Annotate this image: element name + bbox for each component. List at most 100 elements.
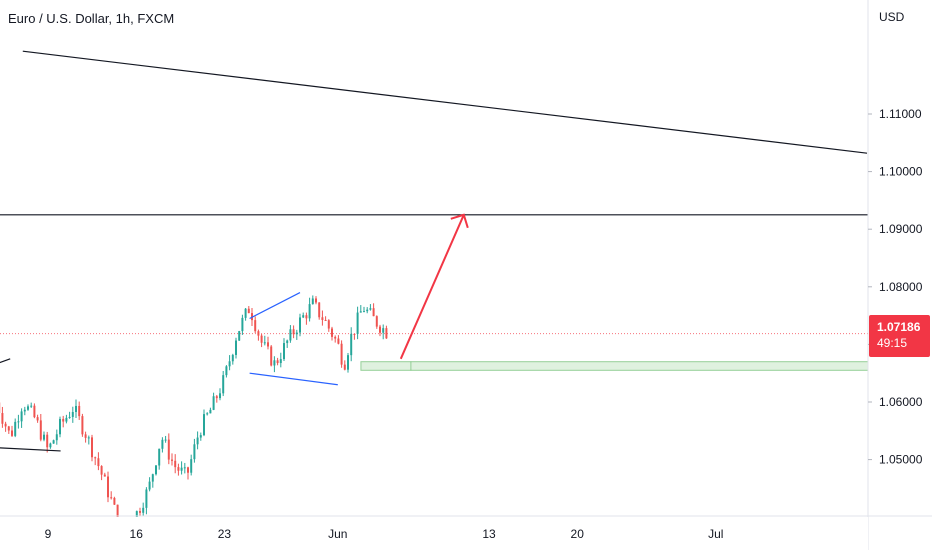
y-tick-label: 1.08000 — [879, 280, 923, 294]
candle — [91, 434, 93, 462]
candle-body — [379, 326, 381, 333]
candle — [94, 456, 97, 466]
candle — [164, 435, 167, 443]
candle — [315, 296, 317, 305]
wedge-lower-line — [249, 372, 338, 386]
candle-body — [375, 316, 378, 327]
candle — [110, 491, 113, 500]
candle — [321, 310, 324, 326]
candle — [36, 414, 39, 423]
candle — [27, 404, 29, 411]
candle-body — [315, 298, 317, 303]
candle-body — [238, 331, 241, 341]
candle — [283, 338, 285, 361]
candle — [279, 352, 282, 368]
candle — [7, 425, 10, 434]
candle — [260, 334, 263, 348]
candle-body — [225, 366, 228, 376]
candle-body — [75, 405, 77, 413]
candle — [155, 465, 157, 476]
candle-body — [62, 418, 65, 422]
candle — [145, 487, 148, 515]
candle-body — [206, 413, 209, 415]
candle-body — [382, 328, 385, 333]
candle — [107, 471, 109, 503]
y-tick-label: 1.10000 — [879, 165, 923, 179]
candle — [43, 431, 45, 442]
candle-body — [46, 434, 49, 448]
candle — [151, 473, 154, 488]
candle-body — [139, 511, 141, 513]
candle-body — [97, 458, 100, 467]
candle — [203, 409, 205, 437]
candle-body — [1, 413, 4, 424]
candle-body — [244, 308, 247, 318]
candle-body — [203, 414, 205, 436]
candle — [174, 454, 177, 474]
candle-body — [321, 317, 324, 320]
projection-arrow-shaft — [399, 214, 465, 360]
candle — [39, 414, 42, 442]
candle-body — [71, 412, 74, 417]
candle — [311, 295, 314, 305]
candle — [49, 442, 52, 449]
candle — [247, 306, 250, 314]
candle — [161, 437, 164, 453]
candle-body — [369, 308, 372, 310]
candle — [87, 435, 90, 445]
candle-body — [295, 332, 298, 335]
candle-body — [299, 317, 301, 333]
candle-body — [286, 340, 289, 344]
candle-body — [151, 474, 154, 482]
candle-body — [254, 320, 257, 332]
candle-body — [343, 364, 346, 370]
candle-body — [68, 416, 71, 418]
candle — [62, 415, 65, 428]
candle-body — [257, 331, 260, 336]
candle — [273, 356, 276, 373]
candle-body — [359, 311, 362, 313]
y-tick-label: 1.09000 — [879, 222, 923, 236]
candle — [81, 413, 84, 437]
candle — [219, 388, 221, 401]
candle-body — [279, 359, 282, 364]
candle-body — [87, 437, 90, 439]
time-axis-bg — [0, 517, 868, 550]
candle-body — [353, 333, 356, 335]
candle-body — [289, 329, 292, 341]
candle — [289, 325, 292, 343]
candle-body — [337, 338, 340, 344]
candle — [100, 465, 103, 481]
candle — [270, 345, 273, 367]
candle-body — [145, 489, 148, 508]
candle-body — [4, 423, 7, 427]
y-tick-label: 1.05000 — [879, 453, 923, 467]
y-tick-label: 1.06000 — [879, 395, 923, 409]
candle — [324, 316, 327, 321]
candle — [23, 406, 26, 416]
candle-body — [247, 308, 250, 314]
candle — [225, 365, 228, 378]
candle-body — [372, 308, 375, 317]
candle — [235, 337, 237, 359]
candle-body — [39, 420, 42, 440]
candle-body — [385, 328, 388, 339]
candle — [231, 353, 234, 365]
candle-body — [55, 434, 58, 441]
candle-body — [228, 361, 231, 367]
x-tick-label: Jul — [708, 527, 723, 541]
candle — [318, 302, 321, 320]
candle — [222, 370, 225, 397]
candle — [292, 325, 295, 339]
candle-body — [23, 409, 26, 412]
candle — [14, 418, 17, 438]
wedge-upper-line — [249, 292, 301, 320]
candle-body — [164, 439, 167, 441]
candle — [382, 324, 385, 340]
candle — [238, 330, 241, 341]
candle — [20, 408, 23, 428]
candle — [55, 429, 58, 445]
candle — [299, 313, 301, 337]
